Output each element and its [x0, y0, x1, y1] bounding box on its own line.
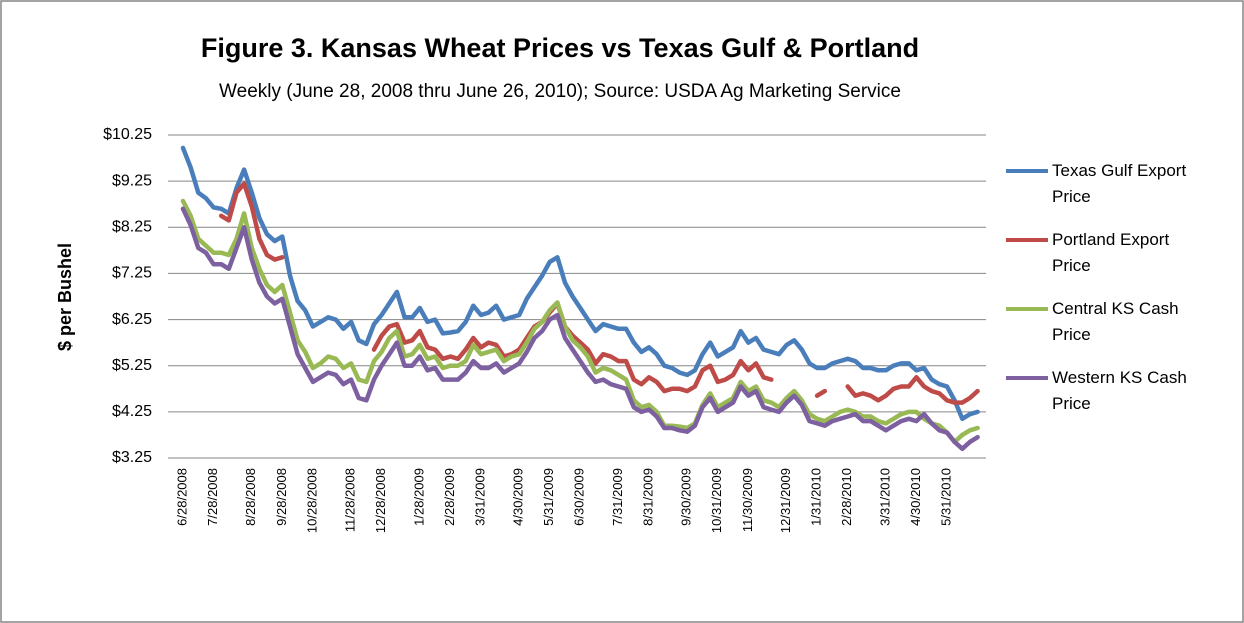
x-tick-label: 4/30/2010 [908, 468, 923, 526]
chart-subtitle: Weekly (June 28, 2008 thru June 26, 2010… [219, 81, 901, 102]
legend-swatch [1006, 169, 1048, 173]
x-tick-label: 1/31/2010 [809, 468, 824, 526]
x-tick-label: 8/31/2009 [640, 468, 655, 526]
x-tick-label: 8/28/2008 [243, 468, 258, 526]
series-line [180, 198, 980, 445]
x-tick-label: 3/31/2010 [877, 468, 892, 526]
legend-swatch [1006, 238, 1048, 242]
x-tick-label: 7/28/2008 [205, 468, 220, 526]
x-tick-label: 3/31/2009 [472, 468, 487, 526]
x-tick-label: 5/31/2010 [938, 468, 953, 526]
legend-item: Portland Export Price [1006, 227, 1206, 279]
x-tick-label: 4/30/2009 [511, 468, 526, 526]
chart-title: Figure 3. Kansas Wheat Prices vs Texas G… [201, 33, 919, 63]
y-tick-label: $6.25 [112, 311, 152, 328]
y-tick-label: $5.25 [112, 357, 152, 374]
y-tick-label: $3.25 [112, 449, 152, 466]
x-tick-label: 1/28/2009 [411, 468, 426, 526]
x-tick-label: 10/28/2008 [304, 468, 319, 533]
legend-swatch [1006, 307, 1048, 311]
y-tick-label: $4.25 [112, 403, 152, 420]
legend-label: Texas Gulf Export Price [1052, 161, 1187, 206]
x-tick-label: 9/30/2009 [679, 468, 694, 526]
y-tick-label: $7.25 [112, 265, 152, 282]
legend-label: Central KS Cash Price [1052, 299, 1179, 344]
legend-swatch [1006, 376, 1048, 380]
x-tick-label: 7/31/2009 [610, 468, 625, 526]
series-line [180, 206, 980, 452]
legend-label: Portland Export Price [1052, 230, 1170, 275]
x-tick-label: 2/28/2009 [442, 468, 457, 526]
x-tick-label: 6/28/2008 [174, 468, 189, 526]
x-tick-label: 2/28/2010 [839, 468, 854, 526]
x-tick-label: 11/30/2009 [740, 468, 755, 532]
y-axis-label: $ per Bushel [55, 243, 75, 351]
legend-item: Texas Gulf Export Price [1006, 158, 1206, 210]
x-tick-label: 9/28/2008 [274, 468, 289, 526]
legend-label: Western KS Cash Price [1052, 368, 1187, 413]
x-tick-label: 12/28/2008 [373, 468, 388, 533]
y-tick-label: $8.25 [112, 219, 152, 236]
x-tick-label: 5/31/2009 [541, 468, 556, 526]
series-line [180, 145, 980, 422]
x-tick-label: 10/31/2009 [709, 468, 724, 533]
x-tick-label: 6/30/2009 [572, 468, 587, 526]
legend-item: Central KS Cash Price [1006, 296, 1206, 348]
x-tick-label: 11/28/2008 [343, 468, 358, 532]
y-tick-label: $10.25 [103, 126, 152, 143]
y-tick-label: $9.25 [112, 172, 152, 189]
legend-item: Western KS Cash Price [1006, 365, 1206, 417]
x-tick-label: 12/31/2009 [778, 468, 793, 533]
